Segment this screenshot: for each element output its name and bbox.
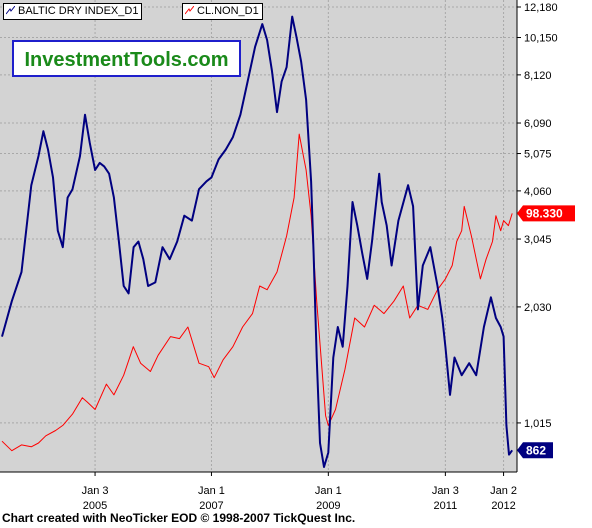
x-tick-label: Jan 2 — [490, 485, 517, 497]
grid-lines — [0, 0, 517, 472]
y-tick-label: 2,030 — [524, 302, 552, 314]
footer-credit: Chart created with NeoTicker EOD © 1998-… — [2, 511, 356, 525]
y-tick-label: 12,180 — [524, 2, 558, 14]
line-swatch-icon — [184, 5, 195, 15]
x-tick-label: 2012 — [491, 500, 515, 512]
y-tick-label: 1,015 — [524, 418, 552, 430]
x-tick-label: 2007 — [199, 500, 223, 512]
legend-baltic-label: BALTIC DRY INDEX_D1 — [18, 5, 139, 17]
y-tick-label: 6,090 — [524, 118, 552, 130]
x-tick-label: Jan 3 — [432, 485, 459, 497]
oil-last-value-tag: 98.330 — [517, 205, 575, 222]
legend-oil-label: CL.NON_D1 — [197, 5, 259, 17]
line-swatch-icon — [5, 5, 16, 15]
value-tag-text: 98.330 — [526, 206, 563, 220]
y-tick-label: 4,060 — [524, 186, 552, 198]
value-tag-text: 862 — [526, 443, 546, 457]
legend-oil: CL.NON_D1 — [182, 3, 263, 20]
baltic-last-value-tag: 862 — [517, 442, 553, 459]
value-tag-shape — [517, 205, 575, 222]
y-axis: 12,180 10,150 8,120 6,090 5,075 4,060 3,045 2,0… — [517, 2, 558, 430]
x-tick-label: Jan 1 — [198, 485, 225, 497]
plot-area — [0, 0, 517, 472]
value-tag-shape — [517, 442, 553, 459]
x-tick-label: 2009 — [316, 500, 340, 512]
y-tick-label: 10,150 — [524, 33, 558, 45]
last-value-labels: 862 98.330 — [517, 205, 575, 459]
oil-price-line — [1, 133, 513, 452]
x-axis: Jan 3 2005 Jan 1 2007 Jan 1 2009 Jan 3 2011 Jan … — [82, 472, 517, 512]
x-tick-label: 2011 — [434, 500, 458, 512]
x-tick-label: Jan 3 — [82, 485, 109, 497]
x-tick-label: 2005 — [83, 500, 107, 512]
series-layer — [1, 15, 514, 468]
y-tick-label: 5,075 — [524, 149, 552, 161]
x-tick-label: Jan 1 — [315, 485, 342, 497]
brand-logo: InvestmentTools.com — [12, 40, 241, 77]
y-tick-label: 3,045 — [524, 234, 552, 246]
baltic-dry-index-line — [1, 15, 514, 468]
y-tick-label: 8,120 — [524, 70, 552, 82]
legend-baltic: BALTIC DRY INDEX_D1 — [3, 3, 143, 20]
